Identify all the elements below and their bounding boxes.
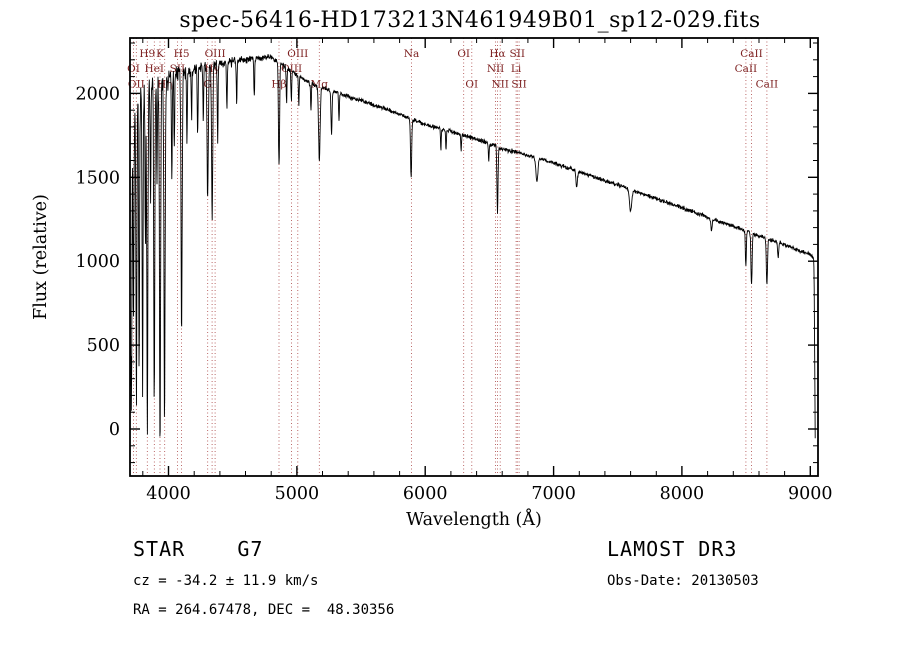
spectral-line-label: OI <box>465 79 478 91</box>
x-tick-label: 4000 <box>146 484 191 504</box>
spectral-line-label: OI <box>457 48 470 60</box>
y-axis: 0 500 1000 1500 2000 Flux (relative) <box>31 42 818 464</box>
spectral-line-label: Na <box>404 48 419 60</box>
spectral-line-label: SII <box>511 79 527 91</box>
spectral-line-label: OIII <box>287 48 308 60</box>
spectral-line-label: CaII <box>735 63 758 75</box>
spectrum-plot: H9 K H5 OIII OIII Na OI Hα SII CaII OI HeI SII Hγ OIII… <box>31 37 833 530</box>
spectral-line-label: NII <box>491 79 508 91</box>
x-axis: 4000 5000 6000 7000 8000 9000 Wavelength (Å) <box>142 38 833 530</box>
spectral-line-label: Hα <box>489 48 505 60</box>
spectral-line-label: H5 <box>174 48 190 60</box>
spectral-line-label: SII <box>510 48 526 60</box>
x-tick-label: 6000 <box>403 484 448 504</box>
spectral-line-label: OIII <box>281 63 302 75</box>
x-tick-label: 7000 <box>531 484 576 504</box>
spectral-line-label: Hβ <box>271 79 286 91</box>
plot-box <box>129 37 819 477</box>
spectral-line-label: CaII <box>740 48 763 60</box>
spectral-line-label: HeI <box>145 63 165 75</box>
x-tick-label: 5000 <box>275 484 320 504</box>
spectral-line-markers: H9 K H5 OIII OIII Na OI Hα SII CaII OI HeI SII Hγ OIII… <box>127 38 778 476</box>
spectral-line-label: G <box>204 79 212 91</box>
survey-label: LAMOST DR3 <box>607 537 738 561</box>
obs-date: Obs-Date: 20130503 <box>607 573 759 589</box>
coordinates: RA = 264.67478, DEC = 48.30356 <box>133 602 395 618</box>
x-axis-label: Wavelength (Å) <box>406 509 542 530</box>
spectral-line-label: H9 <box>139 48 155 60</box>
x-tick-label: 8000 <box>660 484 705 504</box>
y-axis-label: Flux (relative) <box>31 194 51 320</box>
plot-title: spec-56416-HD173213N461949B01_sp12-029.f… <box>179 8 761 33</box>
spectral-line-label: K <box>156 48 164 60</box>
spectral-line-label: OIII <box>205 48 226 60</box>
y-tick-label: 2000 <box>75 84 120 104</box>
spectrum-line <box>129 53 816 439</box>
object-class-label: STAR G7 <box>133 537 264 561</box>
y-tick-label: 1500 <box>75 168 120 188</box>
spectral-line-label: Hγ <box>204 63 219 75</box>
y-tick-label: 1000 <box>75 252 120 272</box>
y-tick-label: 0 <box>109 420 120 440</box>
spectral-line-label: CaII <box>756 79 779 91</box>
y-tick-label: 500 <box>87 336 120 356</box>
cz-value: cz = -34.2 ± 11.9 km/s <box>133 573 319 589</box>
spectral-line-label: NII <box>487 63 504 75</box>
x-tick-label: 9000 <box>788 484 833 504</box>
spectral-line-label: Li <box>511 63 522 75</box>
spectral-line-label: Hη <box>157 79 172 91</box>
spectral-line-label: OI <box>127 63 140 75</box>
